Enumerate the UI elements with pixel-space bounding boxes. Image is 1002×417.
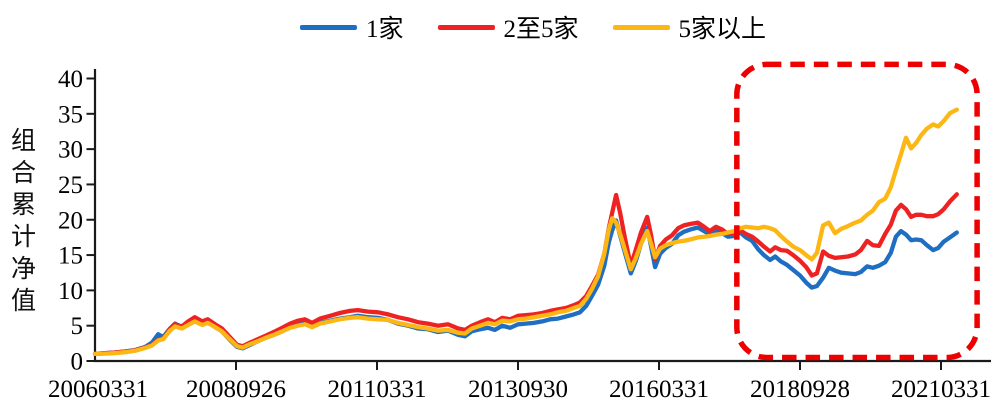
legend-item: 1家 <box>299 9 404 45</box>
x-tick-label: 20130930 <box>468 376 568 403</box>
legend-line-swatch <box>437 24 495 30</box>
y-tick-label: 30 <box>58 137 83 164</box>
legend-item: 2至5家 <box>437 9 579 45</box>
y-tick-label: 35 <box>58 101 83 128</box>
legend-item: 5家以上 <box>612 9 767 45</box>
x-tick-label: 20210331 <box>891 376 991 403</box>
y-tick-label: 40 <box>58 66 83 93</box>
y-axis-title: 组合累计净值 <box>7 127 35 319</box>
highlight-dashed-box <box>734 61 980 361</box>
y-tick-label: 20 <box>58 207 83 234</box>
legend-label: 2至5家 <box>503 16 579 43</box>
x-tick-label: 20060331 <box>48 376 148 403</box>
series-line-5家以上 <box>92 107 959 357</box>
chart-legend: 1家 2至5家 5家以上 <box>299 9 767 45</box>
y-tick-label: 5 <box>71 313 84 340</box>
legend-line-swatch <box>612 24 670 30</box>
x-tick-label: 20180928 <box>750 376 850 403</box>
y-tick-label: 10 <box>58 278 83 305</box>
y-tick-label: 25 <box>58 172 83 199</box>
y-tick-label: 0 <box>71 349 84 376</box>
legend-label: 1家 <box>365 16 404 43</box>
x-tick-label: 20110331 <box>327 376 426 403</box>
y-tick-label: 15 <box>58 243 83 270</box>
legend-line-swatch <box>299 24 357 30</box>
legend-label: 5家以上 <box>678 16 767 43</box>
x-tick-label: 20160331 <box>609 376 709 403</box>
x-tick-label: 20080926 <box>186 376 286 403</box>
